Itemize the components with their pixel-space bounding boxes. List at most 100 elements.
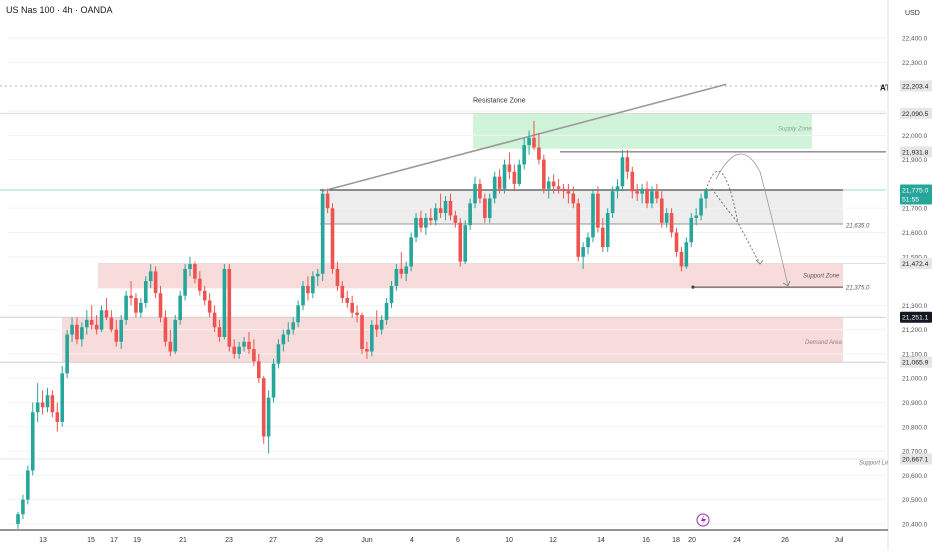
candle [610, 186, 615, 218]
candle-body [429, 217, 433, 221]
candle [247, 332, 251, 354]
candle [75, 317, 79, 345]
candle-body [222, 268, 227, 337]
candle-body [620, 157, 625, 187]
candle [85, 310, 89, 335]
candle-body [261, 378, 266, 437]
candle [433, 203, 438, 226]
candle [669, 208, 674, 238]
candle [605, 208, 610, 252]
candle [512, 164, 517, 192]
candle-body [193, 264, 197, 279]
candle-body [689, 217, 694, 243]
candle [50, 390, 55, 418]
price-badge: 20,667.1 [900, 453, 932, 465]
candle [60, 366, 65, 427]
symbol-title[interactable]: US Nas 100 · 4h · OANDA [6, 5, 113, 15]
candle [109, 310, 114, 333]
candle-body [257, 361, 261, 379]
candle-body [143, 281, 148, 303]
candle-body [163, 317, 168, 342]
candle-body [188, 264, 192, 269]
candle-body [507, 164, 512, 172]
y-tick-label: 21,100.0 [902, 351, 928, 358]
price-badge-bg [900, 356, 932, 368]
candle-body [527, 137, 531, 146]
candle [198, 271, 202, 296]
candle-body [556, 186, 561, 189]
candle-body [124, 295, 128, 320]
candle-body [158, 293, 163, 318]
candle-body [202, 290, 207, 301]
candle-body [433, 208, 438, 221]
candle [409, 232, 413, 272]
candle [581, 242, 585, 269]
candle [630, 166, 635, 199]
candle [325, 188, 330, 214]
candle [163, 310, 168, 347]
forecast-path-dotted [711, 188, 761, 265]
candle-body [237, 346, 241, 354]
resistance-zone-label: Resistance Zone [473, 98, 526, 105]
candle-body [80, 327, 84, 340]
price-badge-countdown: 51:55 [902, 197, 919, 204]
candle [227, 264, 232, 352]
lightning-icon[interactable] [696, 513, 710, 527]
candle-body [65, 334, 69, 374]
candle-body [591, 193, 595, 238]
candle [178, 290, 182, 325]
candle [443, 196, 448, 221]
forecast-path-dotted [705, 170, 739, 223]
candle-body [537, 147, 541, 160]
candle-body [522, 145, 526, 165]
price-badge: 21,065.9 [900, 356, 932, 368]
candle-body [473, 183, 477, 204]
candle [458, 217, 463, 267]
candle [124, 290, 128, 325]
candle [222, 264, 227, 340]
candle [261, 375, 266, 444]
candle [561, 183, 566, 199]
candle-body [365, 349, 369, 352]
candle [704, 188, 708, 209]
candle [134, 293, 138, 318]
candle [271, 358, 276, 403]
candle-body [615, 186, 620, 192]
candle-body [60, 373, 65, 422]
y-tick-label: 21,600.0 [902, 230, 928, 237]
candle-body [227, 268, 232, 347]
forecast-arrowhead [782, 280, 791, 287]
zone-support-zone [98, 263, 843, 289]
candle-body [438, 208, 443, 214]
candle [315, 268, 320, 286]
candle [335, 261, 340, 291]
candle [193, 261, 197, 284]
candle-body [453, 215, 458, 223]
candle [173, 315, 178, 354]
candle-body [610, 191, 615, 214]
x-tick-label: 15 [87, 537, 95, 544]
y-tick-label: 20,700.0 [902, 449, 928, 456]
x-tick-label: 26 [781, 537, 789, 544]
x-tick-label: 18 [672, 537, 680, 544]
candle [507, 152, 512, 180]
candle [404, 261, 409, 282]
candle [424, 213, 428, 235]
candle-body [443, 200, 448, 214]
x-tick-label: 27 [269, 537, 277, 544]
candle [80, 322, 84, 347]
candle [30, 402, 35, 476]
candle-body [478, 183, 482, 199]
candle [207, 293, 212, 318]
candle [202, 285, 207, 306]
candle-body [148, 271, 153, 282]
candle [40, 390, 45, 415]
x-tick-label: 16 [642, 537, 650, 544]
candle [615, 179, 620, 199]
y-tick-label: 21,000.0 [902, 376, 928, 383]
candle [384, 298, 389, 325]
candle [497, 169, 502, 194]
candle [517, 159, 522, 187]
